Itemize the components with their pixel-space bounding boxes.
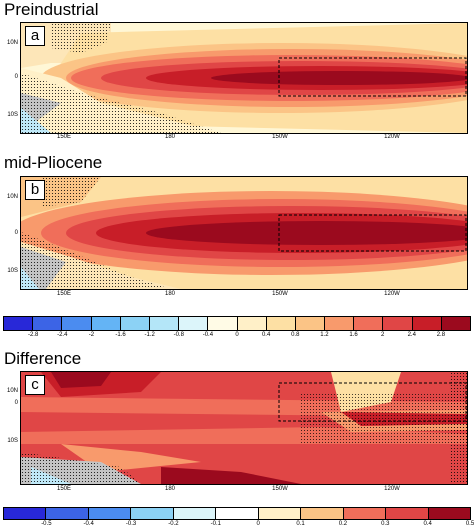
x-tick-120w-a: 120W [384, 134, 400, 140]
colorbar-swatch [208, 317, 238, 330]
colorbar-tick-label: 0.1 [296, 521, 305, 527]
panel-title-b: mid-Pliocene [4, 153, 103, 172]
colorbar-tick-label: -0.4 [83, 521, 94, 527]
colorbar-tick-label: -2.4 [57, 332, 68, 338]
x-tick-180-c: 180 [164, 486, 176, 492]
x-tick-180-a: 180 [164, 134, 176, 140]
colorbar-tick-label: -0.4 [202, 332, 214, 338]
colorbar-tick-label: 1.2 [320, 332, 329, 338]
colorbar-swatch [258, 508, 302, 519]
colorbar-tick-label: -1.6 [115, 332, 126, 338]
sst-field-b [21, 177, 467, 289]
colorbar-swatch [343, 508, 387, 519]
sst-field-a [21, 23, 467, 133]
colorbar-tick-label: 2.8 [436, 332, 446, 338]
x-tick-150w-a: 150W [272, 134, 288, 140]
colorbar-tick-label: -1.2 [144, 332, 155, 338]
colorbar-swatch [266, 317, 296, 330]
map-panel-c: c [20, 371, 468, 485]
panel-title-a: Preindustrial [4, 0, 99, 19]
colorbar-swatch [441, 317, 470, 330]
colorbar-tick-label: -2.8 [27, 332, 39, 338]
colorbar-swatch [88, 508, 132, 519]
colorbar-swatch [325, 317, 355, 330]
y-tick-10n-b: 10N [6, 194, 18, 200]
y-tick-10s-a: 10S [7, 112, 18, 118]
colorbar-tick-label: 0.4 [261, 332, 271, 338]
colorbar-tick-label: -0.1 [210, 521, 221, 527]
colorbar-swatch [62, 317, 92, 330]
colorbar-tick-label: -0.2 [168, 521, 179, 527]
colorbar-swatch [4, 508, 47, 519]
x-tick-150e-c: 150E [56, 486, 72, 492]
colorbar-swatch [301, 508, 344, 519]
colorbar-swatch [383, 317, 413, 330]
colorbar-swatch [237, 317, 267, 330]
colorbar-tick-label: 2 [380, 332, 385, 338]
colorbar-swatch [46, 508, 89, 519]
y-tick-eq-b: 0 [14, 230, 18, 236]
y-tick-10n-c: 10N [6, 388, 18, 394]
colorbar-swatch [173, 508, 217, 519]
colorbar-tick-label: 2.4 [407, 332, 416, 338]
colorbar-swatch [354, 317, 384, 330]
panel-title-c: Difference [4, 349, 82, 368]
y-tick-eq-a: 0 [14, 74, 18, 80]
colorbar-swatch [131, 508, 174, 519]
colorbar-tick-label: 0.4 [423, 521, 432, 527]
colorbar-tick-label: 0.3 [381, 521, 390, 527]
y-tick-eq-c: 0 [14, 400, 18, 406]
map-panel-b: b [20, 176, 468, 290]
panel-letter-c: c [25, 375, 45, 395]
colorbar-swatch [4, 317, 34, 330]
colorbar-tick-label: 0.5 [465, 521, 474, 527]
colorbar-swatch [149, 317, 180, 330]
colorbar-swatch [33, 317, 63, 330]
colorbar-swatch [179, 317, 209, 330]
colorbar-swatch [295, 317, 326, 330]
colorbar-swatch [386, 508, 429, 519]
x-tick-150e-a: 150E [56, 134, 72, 140]
colorbar-swatch [216, 508, 259, 519]
colorbar-bottom [3, 507, 471, 520]
colorbar-top [3, 316, 471, 331]
colorbar-tick-label: -0.5 [41, 521, 52, 527]
x-tick-150w-c: 150W [272, 486, 288, 492]
colorbar-tick-label: 1.6 [349, 332, 358, 338]
y-tick-10s-b: 10S [7, 268, 18, 274]
colorbar-tick-label: -2 [88, 332, 95, 338]
sst-field-c [21, 372, 467, 484]
panel-letter-a: a [25, 26, 45, 46]
colorbar-tick-label: 0.2 [338, 521, 348, 527]
colorbar-swatch [428, 508, 470, 519]
colorbar-tick-label: 0 [235, 332, 239, 338]
x-tick-150e-b: 150E [56, 291, 72, 297]
x-tick-120w-c: 120W [384, 486, 400, 492]
colorbar-swatch [120, 317, 150, 330]
colorbar-tick-label: 0.8 [291, 332, 300, 338]
y-tick-10n-a: 10N [6, 40, 18, 46]
x-tick-150w-b: 150W [272, 291, 288, 297]
colorbar-swatch [91, 317, 121, 330]
panel-letter-b: b [25, 180, 45, 200]
x-tick-180-b: 180 [164, 291, 176, 297]
y-tick-10s-c: 10S [7, 438, 18, 444]
colorbar-tick-label: -0.8 [173, 332, 184, 338]
x-tick-120w-b: 120W [384, 291, 400, 297]
colorbar-swatch [412, 317, 442, 330]
colorbar-tick-label: 0 [256, 521, 260, 527]
colorbar-tick-label: -0.3 [125, 521, 137, 527]
map-panel-a: a [20, 22, 468, 134]
